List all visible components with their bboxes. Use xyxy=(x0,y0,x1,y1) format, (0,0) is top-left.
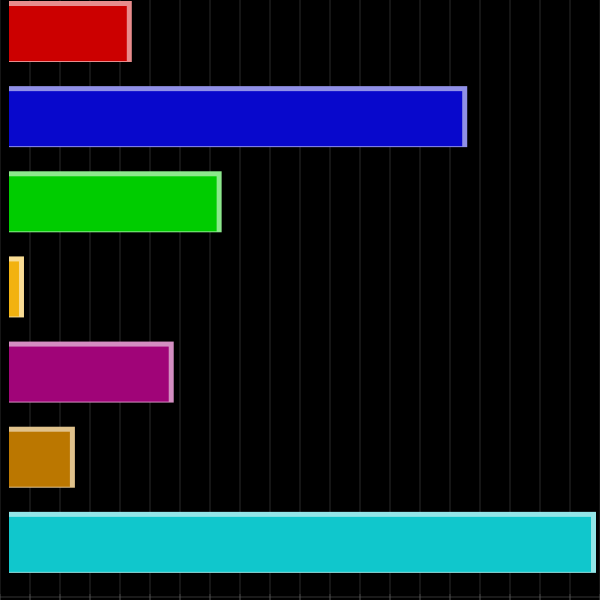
x-axis xyxy=(0,594,600,600)
bar-2 xyxy=(9,86,468,148)
bars xyxy=(9,1,596,573)
bar-3 xyxy=(9,171,222,233)
bar-4 xyxy=(9,256,24,318)
bar-1 xyxy=(9,1,132,62)
bar-fill xyxy=(9,6,127,61)
bar-fill xyxy=(9,261,19,317)
bar-7 xyxy=(9,511,596,573)
bar-fill xyxy=(9,516,591,572)
bar-fill xyxy=(9,91,463,147)
bar-fill xyxy=(9,431,70,487)
bar-fill xyxy=(9,176,217,232)
bar-fill xyxy=(9,346,169,402)
bar-5 xyxy=(9,341,174,403)
bar-6 xyxy=(9,426,75,488)
